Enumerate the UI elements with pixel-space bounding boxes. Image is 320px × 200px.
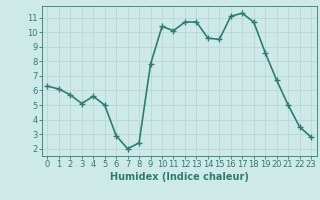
X-axis label: Humidex (Indice chaleur): Humidex (Indice chaleur)	[110, 172, 249, 182]
